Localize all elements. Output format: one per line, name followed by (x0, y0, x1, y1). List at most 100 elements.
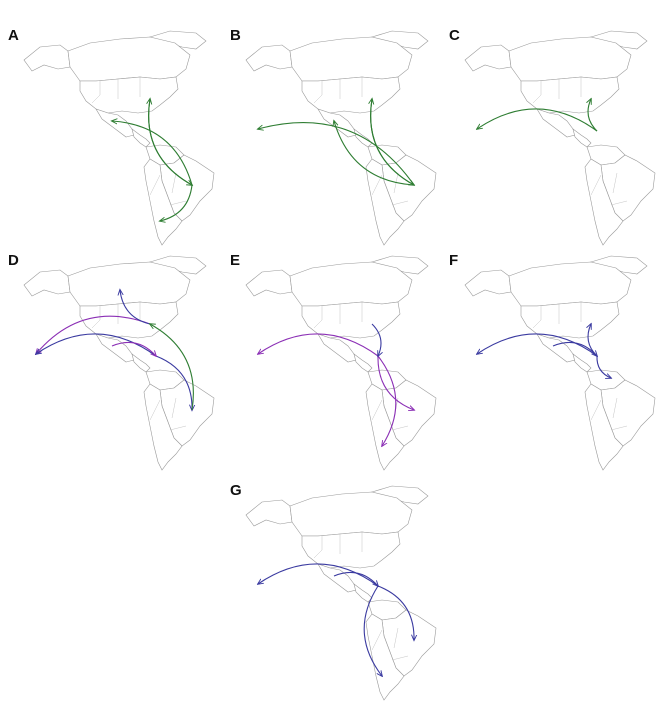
region-cone (365, 383, 405, 471)
region-greenland (148, 30, 207, 50)
region-mexico (95, 333, 135, 363)
country-border (149, 174, 161, 196)
flow-arrow-caribbean-to-usa_e (588, 99, 598, 132)
country-border (612, 172, 618, 194)
region-mexico (536, 333, 576, 363)
country-border (590, 174, 602, 196)
region-usa (520, 301, 620, 339)
country-border (612, 397, 618, 419)
region-north (289, 261, 413, 307)
country-border (590, 399, 602, 421)
map-panel-f: F (441, 250, 663, 475)
region-north (508, 36, 632, 82)
country-border (532, 306, 542, 329)
panel-label-e: E (230, 252, 241, 269)
flow-arrow-usa_e-to-brazil (148, 98, 192, 185)
region-north (67, 261, 191, 307)
country-border (171, 172, 177, 194)
map-panel-g: G (222, 480, 444, 705)
region-north (508, 261, 632, 307)
region-usa (301, 301, 401, 339)
region-north (67, 36, 191, 82)
country-border (313, 536, 323, 559)
region-mexico (317, 333, 357, 363)
region-alaska (23, 44, 71, 72)
country-border (610, 425, 628, 431)
flow-arrow-caribbean-to-brazil (377, 355, 414, 410)
region-alaska (245, 44, 293, 72)
region-central (353, 353, 373, 373)
flow-arrow-brazil-to-pacific (258, 122, 415, 186)
panel-label-f: F (449, 252, 459, 269)
flow-arrow-caribbean-to-pacific (258, 333, 379, 357)
map-svg (464, 255, 656, 471)
flow-arrow-caribbean-to-andes_s (377, 355, 397, 446)
region-central (572, 353, 592, 373)
panel-label-a: A (8, 27, 19, 44)
country-border (391, 425, 409, 431)
region-mexico (536, 108, 576, 138)
region-alaska (245, 269, 293, 297)
country-border (371, 174, 383, 196)
region-usa (520, 76, 620, 114)
region-greenland (370, 30, 429, 50)
panel-label-g: G (230, 482, 242, 499)
region-usa (301, 531, 401, 569)
flow-arrow-caribbean-to-pacific (477, 333, 598, 357)
region-central (131, 128, 151, 148)
country-border (391, 655, 409, 661)
country-border (610, 200, 628, 206)
region-cone (143, 383, 183, 471)
map-svg (245, 255, 437, 471)
flow-arrow-brazil-to-usa_e (150, 324, 194, 411)
map-panel-d: D (0, 250, 222, 475)
map-panel-c: C (441, 25, 663, 250)
flow-arrow-caribbean-to-pacific (258, 563, 379, 587)
region-usa (79, 76, 179, 114)
map-panel-b: B (222, 25, 444, 250)
country-border (391, 200, 409, 206)
country-border (313, 81, 323, 104)
country-border (393, 627, 399, 649)
flow-arrow-brazil-to-mexico (334, 121, 415, 186)
region-usa (301, 76, 401, 114)
country-border (171, 397, 177, 419)
region-greenland (148, 255, 207, 275)
country-border (371, 629, 383, 651)
flow-arrow-caribbean-to-andes_s (363, 585, 382, 676)
region-alaska (23, 269, 71, 297)
flow-arrow-caribbean-to-brazil (377, 585, 414, 640)
region-alaska (464, 269, 512, 297)
flow-arrow-brazil-to-mexico (112, 121, 193, 186)
flow-arrow-usa_e-to-brazil (370, 98, 414, 185)
region-cone (584, 158, 624, 246)
panel-label-b: B (230, 27, 241, 44)
map-svg (245, 485, 437, 701)
country-border (149, 399, 161, 421)
panel-label-d: D (8, 252, 19, 269)
region-greenland (589, 30, 648, 50)
flow-arrow-mexico-to-caribbean (111, 341, 156, 356)
country-border (169, 200, 187, 206)
flow-arrow-mexico-to-caribbean (333, 571, 378, 586)
region-central (572, 128, 592, 148)
flow-arrow-usa_e-to-caribbean (371, 323, 381, 356)
map-svg (23, 30, 215, 246)
region-greenland (370, 255, 429, 275)
flow-arrow-usa_e-to-pacific (36, 315, 151, 354)
region-cone (584, 383, 624, 471)
region-north (289, 36, 413, 82)
country-border (169, 425, 187, 431)
region-alaska (464, 44, 512, 72)
country-border (371, 399, 383, 421)
region-central (353, 583, 373, 603)
flow-arrow-mexico-to-caribbean (552, 341, 597, 356)
country-border (91, 306, 101, 329)
country-border (91, 81, 101, 104)
country-border (532, 81, 542, 104)
flow-arrow-caribbean-to-brazil (155, 355, 192, 410)
map-svg (464, 30, 656, 246)
region-cone (365, 158, 405, 246)
region-alaska (245, 499, 293, 527)
region-mexico (317, 563, 357, 593)
